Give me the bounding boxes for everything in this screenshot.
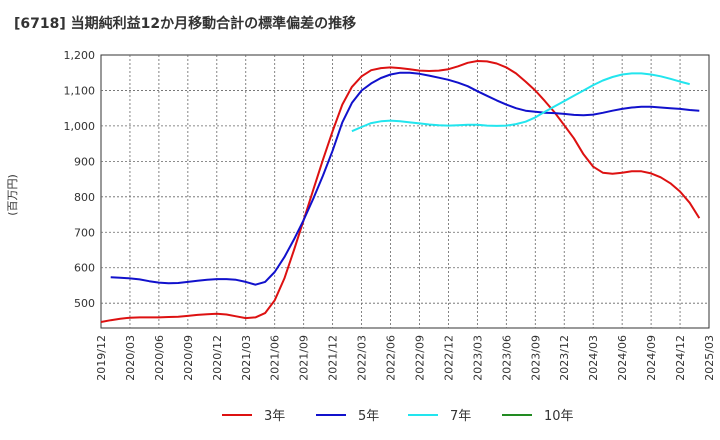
x-tick-label: 2024/09 bbox=[645, 335, 658, 381]
x-tick-label: 2023/09 bbox=[529, 335, 542, 381]
y-tick-label: 1,100 bbox=[64, 84, 96, 97]
legend-label: 3年 bbox=[264, 409, 285, 424]
x-tick-label: 2022/09 bbox=[413, 335, 426, 381]
y-tick-label: 1,200 bbox=[64, 49, 96, 62]
x-tick-label: 2019/12 bbox=[95, 335, 108, 381]
legend: 3年 5年 7年 10年 bbox=[222, 409, 574, 424]
x-tick-label: 2021/12 bbox=[327, 335, 340, 381]
x-axis-ticks: 2019/12 2020/03 2020/06 2020/09 2020/12 2021/… bbox=[95, 335, 716, 381]
plot-area bbox=[100, 54, 710, 329]
x-tick-label: 2020/12 bbox=[211, 335, 224, 381]
legend-label: 5年 bbox=[358, 409, 379, 424]
y-tick-label: 800 bbox=[74, 191, 95, 204]
y-tick-label: 1,000 bbox=[64, 120, 96, 133]
legend-label: 7年 bbox=[450, 409, 471, 424]
chart-title: [6718] 当期純利益12か月移動合計の標準偏差の推移 bbox=[14, 15, 356, 32]
series-lines bbox=[100, 60, 701, 323]
x-tick-label: 2024/03 bbox=[587, 335, 600, 381]
legend-label: 10年 bbox=[544, 409, 574, 424]
y-tick-label: 500 bbox=[74, 297, 95, 310]
x-tick-label: 2023/03 bbox=[471, 335, 484, 381]
y-tick-label: 900 bbox=[74, 155, 95, 168]
x-tick-label: 2023/06 bbox=[500, 335, 513, 381]
y-axis-label: (百万円) bbox=[6, 174, 19, 216]
y-axis-ticks: 500 600 700 800 900 1,000 1,100 1,200 bbox=[64, 49, 96, 310]
x-tick-label: 2021/06 bbox=[269, 335, 282, 381]
x-tick-label: 2023/12 bbox=[558, 335, 571, 381]
x-tick-label: 2022/06 bbox=[385, 335, 398, 381]
x-tick-label: 2020/06 bbox=[153, 335, 166, 381]
x-tick-label: 2022/03 bbox=[356, 335, 369, 381]
x-tick-label: 2021/03 bbox=[240, 335, 253, 381]
x-tick-label: 2022/12 bbox=[442, 335, 455, 381]
series-line-5年 bbox=[110, 71, 700, 286]
series-line-3年 bbox=[100, 60, 701, 323]
x-tick-label: 2024/06 bbox=[616, 335, 629, 381]
series-line-7年 bbox=[351, 72, 690, 133]
x-tick-label: 2024/12 bbox=[674, 335, 687, 381]
x-tick-label: 2020/09 bbox=[182, 335, 195, 381]
x-tick-label: 2020/03 bbox=[124, 335, 137, 381]
y-tick-label: 700 bbox=[74, 226, 95, 239]
y-tick-label: 600 bbox=[74, 262, 95, 275]
x-tick-label: 2021/09 bbox=[298, 335, 311, 381]
x-tick-label: 2025/03 bbox=[703, 335, 716, 381]
